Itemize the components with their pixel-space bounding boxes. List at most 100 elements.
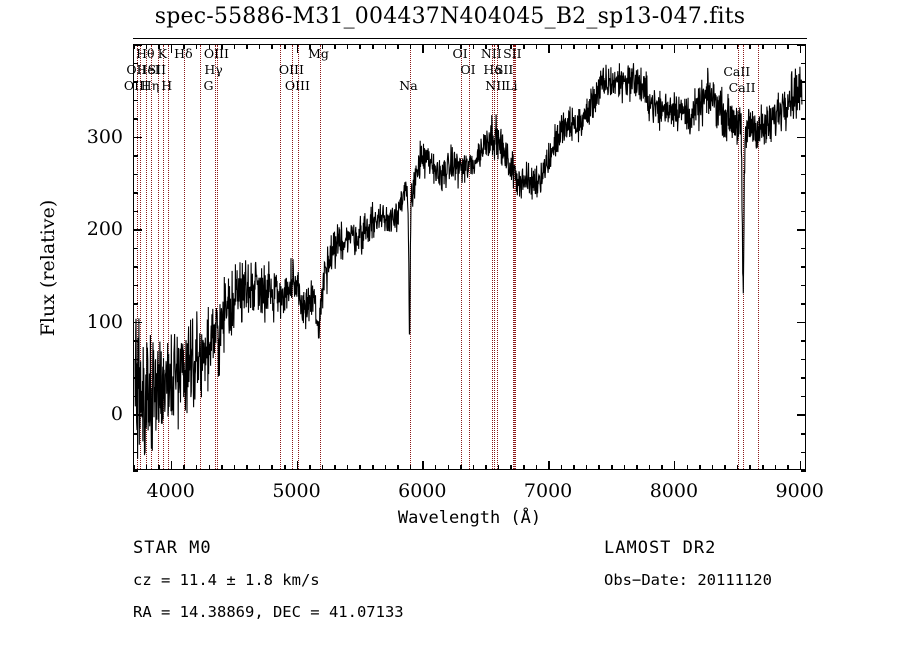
y-tick bbox=[133, 377, 138, 379]
x-tick-top bbox=[195, 44, 198, 49]
spectrum-curve bbox=[134, 63, 803, 459]
x-tick bbox=[359, 465, 361, 470]
y-tick bbox=[133, 247, 138, 250]
y-tick bbox=[133, 118, 138, 120]
page-title: spec-55886-M31_004437N404045_B2_sp13-047… bbox=[154, 4, 746, 29]
y-tick-right bbox=[797, 414, 806, 416]
y-tick-right bbox=[801, 377, 806, 379]
x-tick-top bbox=[749, 44, 751, 49]
x-tick-top bbox=[585, 44, 588, 49]
x-tick-label: 7000 bbox=[523, 480, 573, 502]
line-marker bbox=[298, 45, 300, 469]
x-tick bbox=[762, 465, 764, 470]
y-tick-right bbox=[801, 358, 806, 361]
x-tick bbox=[497, 465, 500, 470]
coordinates-label: RA = 14.38869, DEC = 41.07133 bbox=[133, 603, 404, 621]
x-tick bbox=[158, 465, 160, 470]
x-tick-top bbox=[145, 44, 148, 49]
x-tick bbox=[686, 465, 688, 470]
x-tick bbox=[774, 465, 777, 470]
x-tick-top bbox=[673, 44, 676, 53]
x-tick bbox=[372, 465, 374, 470]
x-tick bbox=[749, 465, 751, 470]
x-tick bbox=[208, 465, 210, 470]
x-tick-top bbox=[636, 44, 638, 49]
x-tick bbox=[648, 465, 651, 470]
y-tick bbox=[133, 266, 138, 268]
line-marker bbox=[140, 45, 142, 469]
x-tick bbox=[573, 465, 575, 470]
x-tick-top bbox=[736, 44, 739, 49]
x-tick-top bbox=[409, 44, 412, 49]
x-tick bbox=[548, 461, 550, 470]
x-tick bbox=[284, 465, 286, 470]
line-marker bbox=[214, 45, 217, 469]
y-tick bbox=[133, 433, 138, 435]
x-tick bbox=[133, 465, 135, 470]
y-tick-label: 0 bbox=[110, 403, 123, 426]
plot-inner bbox=[134, 45, 805, 469]
x-tick bbox=[673, 461, 676, 470]
y-tick-right bbox=[801, 395, 806, 398]
x-tick-top bbox=[271, 44, 273, 49]
x-tick bbox=[246, 465, 248, 470]
x-tick-top bbox=[372, 44, 374, 49]
y-tick bbox=[133, 229, 142, 231]
x-tick bbox=[233, 465, 236, 470]
x-tick-top bbox=[397, 44, 399, 49]
y-tick-right bbox=[801, 173, 806, 176]
y-tick bbox=[133, 470, 138, 472]
x-tick bbox=[711, 465, 714, 470]
y-tick-right bbox=[801, 451, 806, 453]
y-tick-right bbox=[801, 210, 806, 213]
y-tick-right bbox=[801, 470, 806, 472]
y-tick-right bbox=[797, 321, 806, 324]
x-tick-top bbox=[359, 44, 361, 49]
x-tick bbox=[195, 465, 198, 470]
x-tick bbox=[535, 465, 537, 470]
x-tick-label: 5000 bbox=[272, 480, 321, 502]
x-tick-label: 6000 bbox=[398, 480, 447, 502]
x-tick bbox=[409, 465, 412, 470]
x-tick-top bbox=[485, 44, 487, 49]
y-tick-right bbox=[801, 155, 806, 157]
line-marker bbox=[157, 45, 160, 469]
x-tick bbox=[585, 465, 588, 470]
x-tick-label: 8000 bbox=[649, 480, 699, 502]
x-tick-top bbox=[133, 44, 135, 49]
y-tick-right bbox=[801, 81, 806, 83]
line-marker bbox=[515, 45, 517, 469]
x-tick-top bbox=[221, 44, 223, 49]
y-tick bbox=[133, 414, 142, 416]
x-tick-top bbox=[346, 44, 349, 49]
x-tick bbox=[623, 465, 626, 470]
x-tick-top bbox=[447, 44, 449, 49]
x-tick bbox=[384, 465, 387, 470]
x-tick-label: 9000 bbox=[775, 480, 824, 502]
y-tick-right bbox=[801, 284, 806, 287]
x-tick-top bbox=[334, 44, 336, 49]
x-tick-top bbox=[284, 44, 286, 49]
x-tick-top bbox=[573, 44, 575, 49]
x-tick-top bbox=[170, 44, 173, 53]
line-marker bbox=[163, 45, 165, 469]
x-tick-top bbox=[711, 44, 714, 49]
x-tick bbox=[787, 465, 789, 470]
x-tick bbox=[258, 465, 261, 470]
x-tick bbox=[170, 461, 173, 470]
line-marker bbox=[494, 45, 496, 469]
object-type-label: STAR M0 bbox=[133, 538, 212, 558]
x-tick bbox=[724, 465, 726, 470]
x-tick-top bbox=[422, 44, 424, 53]
x-tick bbox=[510, 465, 512, 470]
y-tick-right bbox=[801, 62, 806, 64]
y-tick bbox=[133, 62, 138, 64]
line-marker bbox=[461, 45, 463, 469]
y-tick-label: 300 bbox=[86, 125, 123, 148]
x-tick bbox=[447, 465, 449, 470]
x-tick-top bbox=[787, 44, 789, 49]
y-axis-title: Flux (relative) bbox=[37, 199, 59, 337]
x-tick bbox=[460, 465, 462, 470]
x-tick bbox=[221, 465, 223, 470]
